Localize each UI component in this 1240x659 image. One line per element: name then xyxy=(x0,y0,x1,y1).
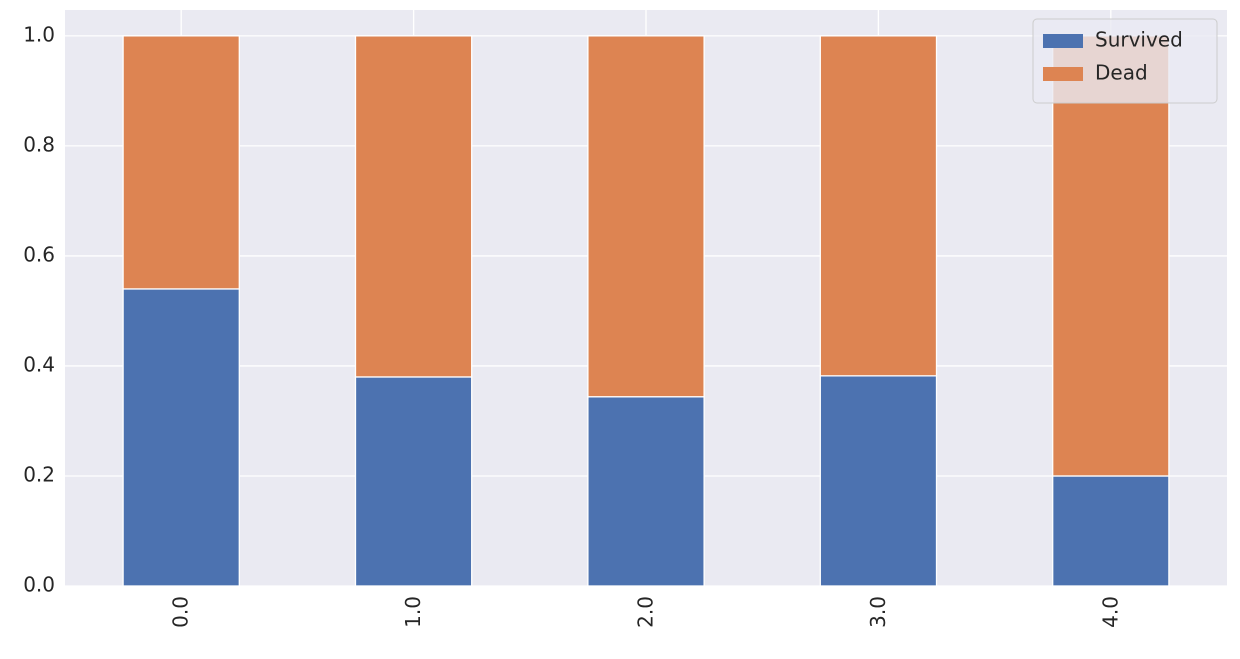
bar-segment xyxy=(354,35,473,378)
y-tick-label: 0.0 xyxy=(23,573,55,597)
legend: Survived Dead xyxy=(1032,18,1218,104)
y-tick-label: 1.0 xyxy=(23,22,55,46)
bar-segment xyxy=(819,375,938,587)
x-tick-label: 0.0 xyxy=(169,596,193,628)
x-tick-label: 2.0 xyxy=(634,596,658,628)
legend-swatch xyxy=(1043,34,1083,48)
x-tick-label: 3.0 xyxy=(866,596,890,628)
bar-segment xyxy=(1052,475,1170,587)
legend-label: Dead xyxy=(1095,61,1148,85)
y-tick-label: 0.2 xyxy=(23,462,55,486)
bar-segment xyxy=(587,35,705,398)
bar-segment xyxy=(1052,35,1170,477)
y-tick-label: 0.6 xyxy=(23,242,55,266)
legend-label: Survived xyxy=(1095,28,1183,52)
bar-segment xyxy=(819,35,938,377)
bar-segment xyxy=(587,396,705,587)
y-tick-label: 0.4 xyxy=(23,352,55,376)
bar-segment xyxy=(122,35,240,290)
y-tick-label: 0.8 xyxy=(23,132,55,156)
x-tick-label: 4.0 xyxy=(1098,596,1122,628)
bar-segment xyxy=(354,376,473,587)
legend-swatch xyxy=(1043,67,1083,81)
bar-segment xyxy=(122,288,240,587)
x-tick-label: 1.0 xyxy=(401,596,425,628)
